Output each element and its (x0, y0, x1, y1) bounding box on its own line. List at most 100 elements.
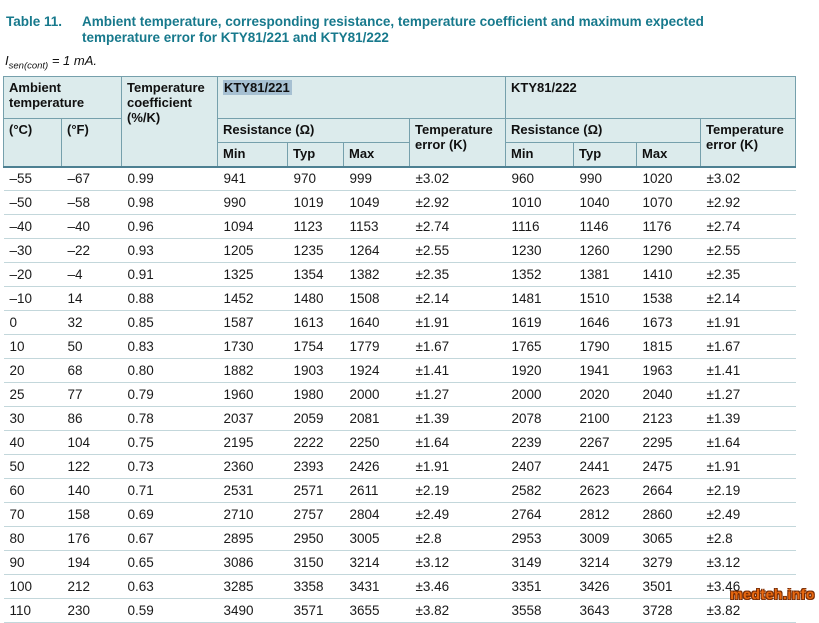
table-row: 20 68 0.80 1882 1903 1924 ±1.41 1920 1941 1963 ±1.… (3, 358, 796, 383)
table-cell: 2441 (573, 454, 637, 479)
table-cell: 1382 (343, 262, 410, 287)
table-cell: 230 (61, 598, 122, 623)
table-cell: 1640 (343, 310, 410, 335)
condition-value: = 1 mA. (48, 53, 98, 68)
table-cell: 1920 (505, 358, 574, 383)
table-cell: 0.83 (121, 334, 218, 359)
table-cell: ±3.46 (409, 574, 506, 599)
table-cell: 10 (3, 334, 62, 359)
table-row: –20 –4 0.91 1325 1354 1382 ±2.35 1352 1381 1410 ±2… (3, 262, 796, 287)
table-cell: –4 (61, 262, 122, 287)
table-row: 60 140 0.71 2531 2571 2611 ±2.19 2582 2623 2664 ±2… (3, 478, 796, 503)
table-cell: –22 (61, 238, 122, 263)
table-cell: 1941 (573, 358, 637, 383)
table-cell: ±1.41 (700, 358, 796, 383)
table-cell: 2000 (343, 382, 410, 407)
table-cell: –30 (3, 238, 62, 263)
table-cell: 960 (505, 166, 574, 191)
table-cell: ±3.82 (409, 598, 506, 623)
table-cell: 0.93 (121, 238, 218, 263)
table-cell: 3728 (636, 598, 701, 623)
table-cell: 1019 (287, 190, 344, 215)
table-row: 110 230 0.59 3490 3571 3655 ±3.82 3558 3643 3728 ±… (3, 598, 796, 623)
table-cell: ±3.02 (409, 166, 506, 191)
table-cell: 2860 (636, 502, 701, 527)
table-cell: 3086 (217, 550, 288, 575)
table-cell: ±1.27 (700, 382, 796, 407)
table-cell: ±2.8 (700, 526, 796, 551)
table-cell: 1352 (505, 262, 574, 287)
kty81-221-highlighted-text: KTY81/221 (223, 80, 292, 95)
table-cell: ±2.74 (409, 214, 506, 239)
table-cell: 80 (3, 526, 62, 551)
table-cell: ±2.35 (409, 262, 506, 287)
table-cell: 0.59 (121, 598, 218, 623)
table-cell: 25 (3, 382, 62, 407)
table-cell: 0.91 (121, 262, 218, 287)
table-cell: 1754 (287, 334, 344, 359)
table-cell: 3351 (505, 574, 574, 599)
header-kty81-222: KTY81/222 (505, 76, 797, 119)
table-cell: ±1.41 (409, 358, 506, 383)
table-cell: –40 (61, 214, 122, 239)
table-row: 80 176 0.67 2895 2950 3005 ±2.8 2953 3009 3065 ±2.… (3, 526, 796, 551)
table-row: 70 158 0.69 2710 2757 2804 ±2.49 2764 2812 2860 ±2… (3, 502, 796, 527)
table-cell: 1960 (217, 382, 288, 407)
header-resistance-221: Resistance (Ω) (217, 118, 410, 143)
table-cell: 70 (3, 502, 62, 527)
table-cell: 3214 (573, 550, 637, 575)
table-cell: 3571 (287, 598, 344, 623)
table-cell: 60 (3, 478, 62, 503)
table-cell: 1815 (636, 334, 701, 359)
table-cell: 1452 (217, 286, 288, 311)
table-cell: ±2.55 (409, 238, 506, 263)
table-cell: 2531 (217, 478, 288, 503)
table-body: –55 –67 0.99 941 970 999 ±3.02 960 990 1020 ±3.02–… (3, 166, 796, 623)
header-kty81-221: KTY81/221 (216, 76, 507, 119)
table-row: 50 122 0.73 2360 2393 2426 ±1.91 2407 2441 2475 ±1… (3, 454, 796, 479)
table-cell: 1381 (573, 262, 637, 287)
table-cell: 1010 (505, 190, 574, 215)
table-cell: 941 (217, 166, 288, 191)
table-cell: 1040 (573, 190, 637, 215)
table-cell: 0.79 (121, 382, 218, 407)
table-cell: ±2.35 (700, 262, 796, 287)
table-cell: –67 (61, 166, 122, 191)
table-cell: 1481 (505, 286, 574, 311)
table-cell: ±1.91 (409, 454, 506, 479)
table-row: –40 –40 0.96 1094 1123 1153 ±2.74 1116 1146 1176 ±… (3, 214, 796, 239)
table-cell: 1123 (287, 214, 344, 239)
table-cell: ±1.91 (700, 310, 796, 335)
table-cell: 2953 (505, 526, 574, 551)
table-cell: 2100 (573, 406, 637, 431)
table-cell: 1325 (217, 262, 288, 287)
header-fahrenheit: (°F) (61, 118, 122, 168)
table-cell: ±2.49 (700, 502, 796, 527)
header-temperature-coefficient-unit: (%/K) (127, 110, 161, 125)
table-cell: 30 (3, 406, 62, 431)
table-cell: 3285 (217, 574, 288, 599)
table-cell: 3214 (343, 550, 410, 575)
table-cell: 3655 (343, 598, 410, 623)
table-row: –55 –67 0.99 941 970 999 ±3.02 960 990 1020 ±3.02 (3, 166, 796, 191)
table-cell: 1020 (636, 166, 701, 191)
table-cell: 2623 (573, 478, 637, 503)
table-cell: 86 (61, 406, 122, 431)
table-condition: Isen(cont) = 1 mA. (5, 53, 97, 72)
table-cell: ±1.39 (700, 406, 796, 431)
table-cell: 90 (3, 550, 62, 575)
table-cell: ±2.92 (700, 190, 796, 215)
table-cell: 110 (3, 598, 62, 623)
table-cell: ±2.14 (700, 286, 796, 311)
table-cell: –58 (61, 190, 122, 215)
table-cell: –10 (3, 286, 62, 311)
table-row: –10 14 0.88 1452 1480 1508 ±2.14 1481 1510 1538 ±2… (3, 286, 796, 311)
table-cell: 0.88 (121, 286, 218, 311)
table-cell: 50 (61, 334, 122, 359)
table-cell: 1264 (343, 238, 410, 263)
header-temperature-error-222: Temperature error (K) (700, 118, 797, 168)
table-cell: 1619 (505, 310, 574, 335)
table-cell: 0.75 (121, 430, 218, 455)
table-cell: 1673 (636, 310, 701, 335)
table-title-label: Table 11. (6, 14, 63, 29)
